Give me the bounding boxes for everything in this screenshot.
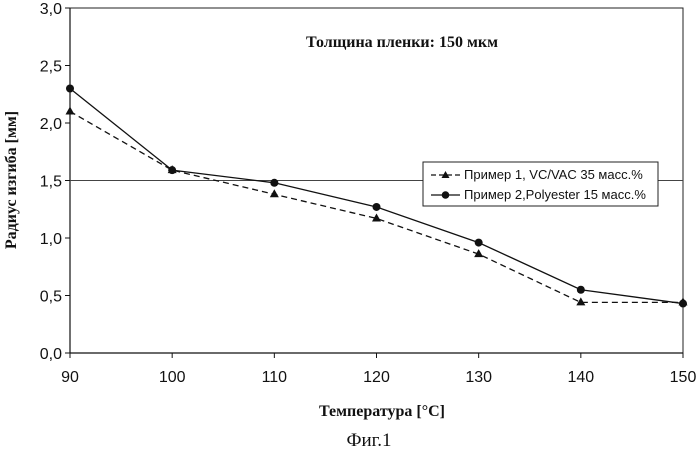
series-layer <box>65 84 688 308</box>
legend-label-series-2: Пример 2,Polyester 15 масс.% <box>464 187 646 202</box>
series-1-point <box>372 213 381 222</box>
series-2-point <box>168 166 177 175</box>
series-1-point <box>269 189 279 198</box>
x-tick-label: 120 <box>363 369 390 386</box>
y-tick-label: 1,5 <box>40 174 62 191</box>
y-tick-label: 2,5 <box>40 59 62 76</box>
legend: Пример 1, VC/VAC 35 масс.% Пример 2,Poly… <box>422 161 659 207</box>
x-axis-title: Температура [°C] <box>319 403 445 420</box>
y-axis-title: Радиус изгиба [мм] <box>3 111 20 249</box>
series-2-point <box>474 238 483 247</box>
series-1-point <box>65 106 75 115</box>
x-axis-ticks: 90 100 110 120 130 140 150 <box>61 353 696 386</box>
series-2-point <box>270 178 279 187</box>
x-tick-label: 130 <box>465 369 492 386</box>
legend-marker-circle-icon <box>441 191 450 199</box>
legend-label-series-1: Пример 1, VC/VAC 35 масс.% <box>464 167 643 182</box>
series-2-point <box>66 84 74 93</box>
x-tick-label: 110 <box>262 369 288 386</box>
x-tick-label: 150 <box>670 369 697 386</box>
x-tick-label: 90 <box>61 369 79 386</box>
series-1-point <box>474 249 484 258</box>
series-2-point <box>576 285 585 294</box>
series-2-point <box>372 202 381 211</box>
legend-marker-triangle-icon <box>441 171 450 178</box>
legend-box <box>422 161 659 207</box>
figure-caption: Фиг.1 <box>346 430 391 451</box>
y-tick-label: 2,0 <box>40 116 62 133</box>
x-tick-label: 140 <box>567 369 594 386</box>
annotation-label: Толщина пленки: 150 мкм <box>306 34 498 51</box>
series-2-point <box>679 299 687 308</box>
x-tick-label: 100 <box>159 369 186 386</box>
y-tick-label: 1,0 <box>40 231 62 248</box>
y-tick-label: 0,0 <box>40 346 62 363</box>
y-axis-ticks: 0,0 0,5 1,0 1,5 2,0 2,5 3,0 <box>40 1 70 363</box>
series-1-point <box>576 297 586 306</box>
y-tick-label: 3,0 <box>40 1 62 18</box>
y-tick-label: 0,5 <box>40 289 62 306</box>
